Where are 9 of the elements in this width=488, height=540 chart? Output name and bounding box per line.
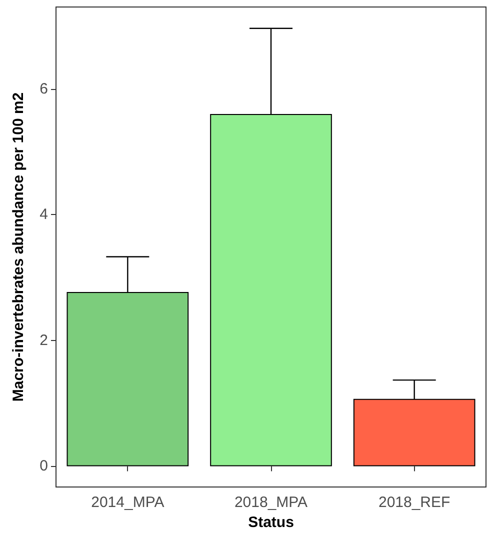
y-tick-label: 4 (40, 206, 48, 224)
y-axis-title: Macro-invertebrates abundance per 100 m2 (10, 92, 27, 402)
y-tick-label: 2 (40, 332, 48, 349)
x-tick-label: 2018_MPA (234, 494, 308, 511)
x-tick-label: 2014_MPA (91, 494, 164, 511)
y-tick-label: 0 (40, 458, 48, 475)
x-tick-label: 2018_REF (378, 494, 450, 511)
y-tick-label: 6 (40, 80, 48, 98)
x-axis-title: Status (248, 514, 294, 531)
